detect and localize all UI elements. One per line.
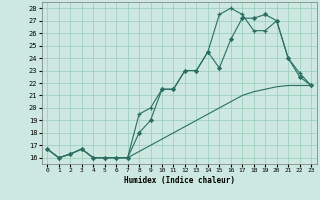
X-axis label: Humidex (Indice chaleur): Humidex (Indice chaleur) — [124, 176, 235, 185]
